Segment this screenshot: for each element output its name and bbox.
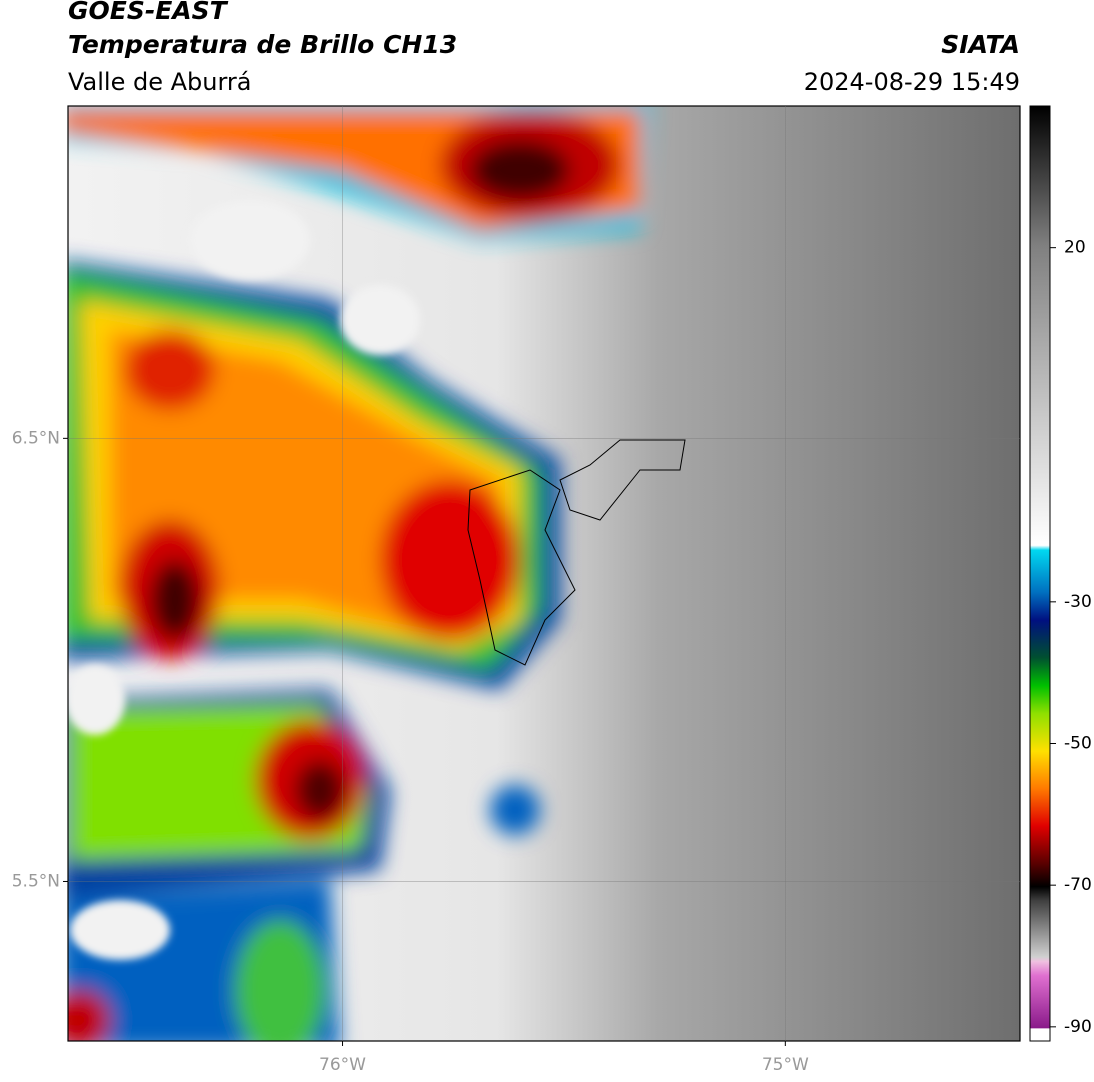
lat-tick-label: 5.5°N xyxy=(12,871,60,891)
colorbar-tick-label: -90 xyxy=(1064,1017,1092,1037)
lat-tick-label: 6.5°N xyxy=(12,428,60,448)
map-frame xyxy=(67,105,1021,1042)
colorbar-tick-label: 20 xyxy=(1064,238,1086,258)
colorbar-tick-label: -50 xyxy=(1064,734,1092,754)
source: SIATA xyxy=(941,30,1020,59)
colorbar-tick-label: -70 xyxy=(1064,875,1092,895)
title: GOES-EAST xyxy=(68,0,229,25)
lon-tick-label: 76°W xyxy=(319,1055,366,1075)
satellite-image xyxy=(68,106,1020,1041)
colorbar xyxy=(1029,105,1051,1042)
colorbar-tick-label: -30 xyxy=(1064,592,1092,612)
region: Valle de Aburrá xyxy=(68,68,252,96)
subtitle: Temperatura de Brillo CH13 xyxy=(68,30,457,59)
datetime: 2024-08-29 15:49 xyxy=(804,68,1020,96)
lon-tick-label: 75°W xyxy=(762,1055,809,1075)
